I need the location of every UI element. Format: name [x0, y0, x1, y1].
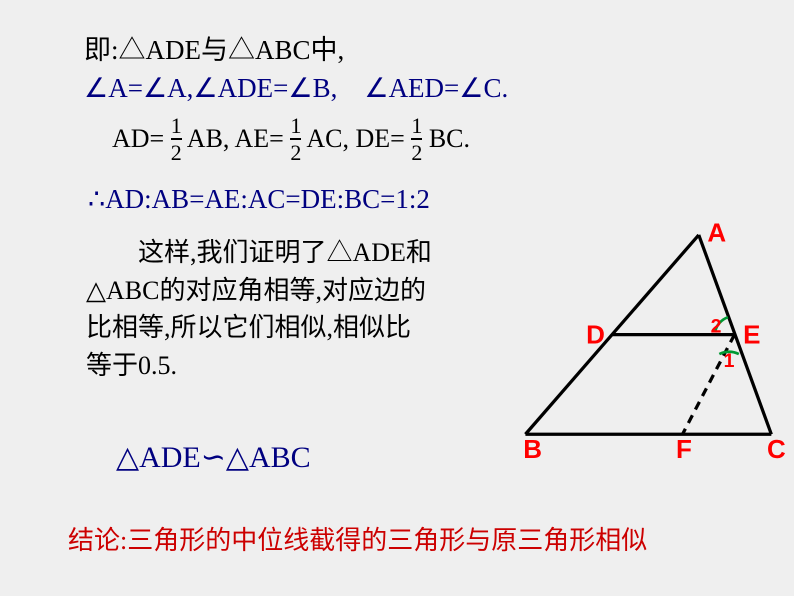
fraction-half: 1 2 — [171, 114, 182, 164]
svg-text:F: F — [676, 434, 692, 464]
line1-t1: ADE与 — [146, 35, 229, 65]
triangle-icon — [116, 441, 139, 474]
fraction-half: 1 2 — [290, 114, 301, 164]
ratio-line: AD:AB=AE:AC=DE:BC=1:2 — [88, 184, 430, 215]
txt: A= — [108, 73, 143, 103]
num: 1 — [171, 114, 182, 137]
svg-text:D: D — [586, 319, 605, 349]
similar-icon: ∽ — [201, 441, 226, 474]
svg-text:E: E — [743, 319, 760, 349]
svg-text:2: 2 — [711, 315, 722, 337]
txt: A, — [167, 73, 193, 103]
eq-lead: AD= — [112, 124, 164, 153]
para-line: △ABC的对应角相等,对应边的 — [86, 272, 432, 310]
sim-left: ADE — [139, 441, 201, 474]
num: 1 — [290, 114, 301, 137]
angle-icon — [364, 73, 388, 103]
eq-1: AB, AE= — [187, 124, 284, 153]
angle-icon — [143, 73, 167, 103]
similarity-line: ADE∽ ABC — [116, 440, 311, 475]
line-2: A= A, ADE= B, AED= C. — [84, 66, 508, 105]
num: 1 — [411, 114, 422, 137]
line1-t2: ABC中, — [255, 35, 344, 65]
fraction-half: 1 2 — [411, 114, 422, 164]
svg-text:A: A — [707, 217, 726, 247]
den: 2 — [171, 141, 182, 164]
svg-text:B: B — [523, 434, 542, 464]
angle-icon — [84, 73, 108, 103]
equation-line: AD= 1 2 AB, AE= 1 2 AC, DE= 1 2 BC. — [112, 116, 470, 166]
angle-icon — [288, 73, 312, 103]
para-line: 比相等,所以它们相似,相似比 — [86, 309, 432, 347]
eq-2: AC, DE= — [306, 124, 404, 153]
den: 2 — [411, 141, 422, 164]
line-1: 即: ADE与 ABC中, — [84, 28, 344, 67]
conclusion-text: 结论:三角形的中位线截得的三角形与原三角形相似 — [68, 526, 647, 555]
svg-text:1: 1 — [724, 350, 735, 372]
triangle-icon — [119, 35, 146, 65]
paragraph: 这样,我们证明了△ADE和 △ABC的对应角相等,对应边的 比相等,所以它们相似… — [86, 234, 432, 385]
line1-pre: 即: — [84, 35, 119, 65]
conclusion-line: 结论:三角形的中位线截得的三角形与原三角形相似 — [68, 520, 647, 557]
svg-text:C: C — [767, 434, 786, 464]
eq-3: BC. — [429, 124, 470, 153]
ratio-text: AD:AB=AE:AC=DE:BC=1:2 — [105, 184, 430, 214]
txt: ADE= — [218, 73, 289, 103]
triangle-icon — [228, 35, 255, 65]
para-line: 这样,我们证明了△ADE和 — [86, 234, 432, 272]
para-line: 等于0.5. — [86, 347, 432, 385]
den: 2 — [290, 141, 301, 164]
txt: AED= — [389, 73, 460, 103]
angle-icon — [193, 73, 217, 103]
triangle-figure: ABCDEF21 — [520, 225, 780, 455]
txt: C. — [484, 73, 509, 103]
therefore-icon — [88, 184, 105, 214]
triangle-icon — [226, 441, 249, 474]
angle-icon — [459, 73, 483, 103]
txt: B, — [313, 73, 365, 103]
sim-right: ABC — [249, 441, 311, 474]
